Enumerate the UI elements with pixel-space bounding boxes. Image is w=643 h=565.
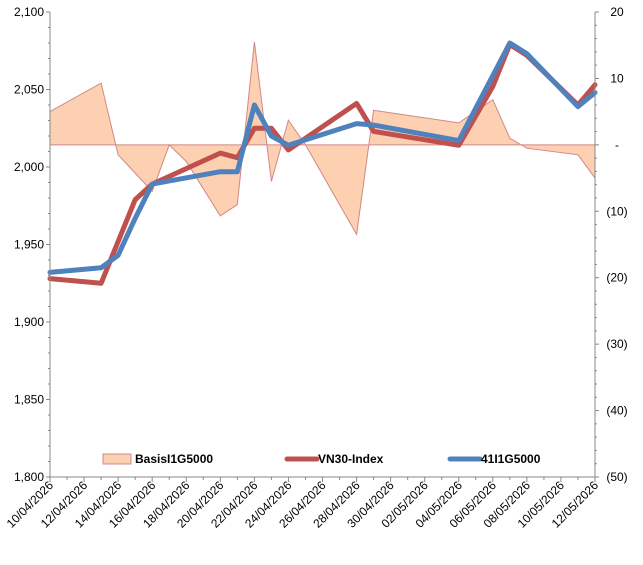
area-fill-basis [50,41,595,235]
legend: BasisI1G5000 VN30-Index 41I1G5000 [102,452,541,466]
left-y-tick-label: 2,000 [14,160,44,174]
series-line-41i1g5000 [47,40,598,275]
left-y-tick-label: 2,050 [14,83,44,97]
left-y-tick-label: 2,100 [14,5,44,19]
right-y-tick-label: (20) [606,271,627,285]
left-y-tick-label: 1,800 [14,470,44,484]
right-y-tick-label: (40) [606,404,627,418]
legend-item-41i1g5000: 41I1G5000 [447,452,541,466]
legend-label: BasisI1G5000 [135,452,213,466]
legend-item-vn30-index: VN30-Index [284,452,384,466]
legend-swatch [102,453,132,465]
legend-label: VN30-Index [318,452,384,466]
right-y-tick-label: - [615,138,619,152]
left-y-tick-label: 1,950 [14,238,44,252]
left-y-tick-label: 1,900 [14,315,44,329]
legend-label: 41I1G5000 [481,452,541,466]
right-y-tick-label: (30) [606,337,627,351]
left-y-tick-label: 1,850 [14,393,44,407]
right-y-tick-label: (50) [606,470,627,484]
right-y-tick-label: (10) [606,204,627,218]
right-y-tick-label: 20 [610,5,624,19]
line-layer [47,40,598,286]
plot-area [50,12,595,477]
right-y-tick-label: 10 [610,71,624,85]
legend-item-basis: BasisI1G5000 [102,452,213,466]
